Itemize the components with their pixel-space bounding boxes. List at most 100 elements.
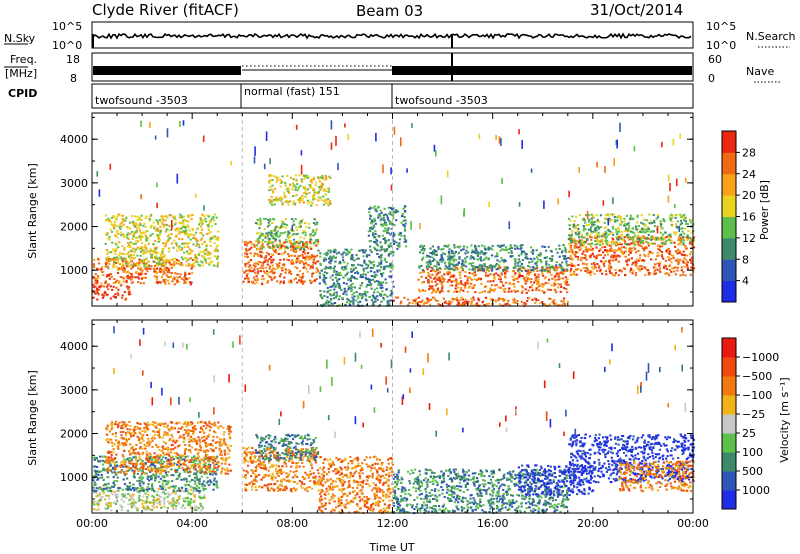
scatter-cell [383,266,386,268]
scatter-cell [156,502,159,505]
scatter-cell [480,250,483,253]
scatter-cell [100,497,103,500]
scatter-cell [597,231,600,234]
scatter-cell [503,267,506,270]
scatter-cell [487,266,490,269]
scatter-cell [292,185,295,188]
scatter-cell [192,491,195,494]
scatter-cell [327,202,330,205]
scatter-cell [116,229,119,232]
scatter-cell [628,247,631,250]
scatter-cell [526,300,529,302]
scatter-cell [150,265,153,268]
scatter-cell [418,288,421,291]
scatter-cell [265,131,268,141]
scatter-cell [283,191,286,199]
scatter-cell [120,498,123,501]
scatter-cell [170,242,173,245]
scatter-cell [543,246,546,248]
scatter-cell [244,265,247,268]
scatter-cell [388,212,391,215]
scatter-cell [330,302,333,305]
scatter-cell [575,233,578,236]
scatter-cell [393,211,396,214]
scatter-cell [213,242,216,245]
scatter-cell [652,236,655,239]
scatter-cell [258,227,261,230]
scatter-cell [272,258,275,261]
scatter-cell [243,240,246,243]
scatter-cell [574,254,577,256]
scatter-cell [148,251,151,254]
scatter-cell [318,180,321,183]
scatter-cell [557,272,560,275]
scatter-cell [253,282,256,285]
scatter-cell [339,274,343,277]
scatter-cell [284,182,287,185]
scatter-cell [351,258,354,261]
scatter-cell [369,249,372,252]
scatter-cell [292,223,295,226]
scatter-cell [156,227,159,230]
scatter-cell [563,258,566,261]
scatter-cell [94,285,97,288]
scatter-cell [555,273,558,276]
scatter-cell [439,280,442,283]
scatter-cell [383,257,387,260]
scatter-cell [530,286,533,289]
scatter-cell [230,160,232,166]
scatter-cell [584,246,587,249]
scatter-cell [438,291,441,294]
scatter-cell [125,281,128,284]
scatter-cell [182,224,185,227]
freq-tick-bottom: 8 [70,72,77,85]
scatter-cell [106,219,110,222]
scatter-cell [176,249,179,252]
scatter-cell [334,296,338,299]
scatter-cell [139,223,142,226]
scatter-cell [608,233,611,236]
scatter-cell [269,201,272,204]
scatter-cell [609,213,612,216]
scatter-cell [94,281,97,284]
scatter-cell [344,248,347,251]
scatter-cell [125,260,128,263]
scatter-cell [153,225,156,228]
scatter-cell [205,243,209,246]
scatter-cell [622,224,626,227]
scatter-cell [595,233,599,236]
scatter-cell [554,283,557,286]
scatter-cell [603,221,606,224]
scatter-cell [119,223,122,226]
scatter-cell [138,491,141,494]
scatter-cell [473,278,476,281]
scatter-cell [105,233,109,236]
scatter-cell [641,227,644,230]
scatter-cell [682,217,685,220]
scatter-cell [557,198,559,205]
scatter-cell [456,263,459,266]
scatter-cell [361,276,365,279]
scatter-cell [464,271,467,273]
scatter-cell [189,283,192,286]
scatter-cell [96,267,99,270]
scatter-cell [122,214,125,217]
scatter-cell [347,288,350,291]
colorbar-segment [722,216,736,239]
scatter-cell [623,217,626,220]
scatter-cell [433,297,436,300]
scatter-cell [369,279,372,282]
scatter-cell [217,255,220,258]
scatter-cell [612,213,616,216]
scatter-cell [189,493,192,496]
scatter-cell [591,252,594,255]
colorbar-segment [722,237,736,260]
scatter-cell [489,298,492,301]
scatter-cell [286,234,289,237]
scatter-cell [681,227,684,230]
scatter-cell [572,223,576,226]
scatter-cell [576,246,579,249]
scatter-cell [119,228,122,230]
scatter-cell [688,237,692,240]
scatter-cell [216,249,219,252]
